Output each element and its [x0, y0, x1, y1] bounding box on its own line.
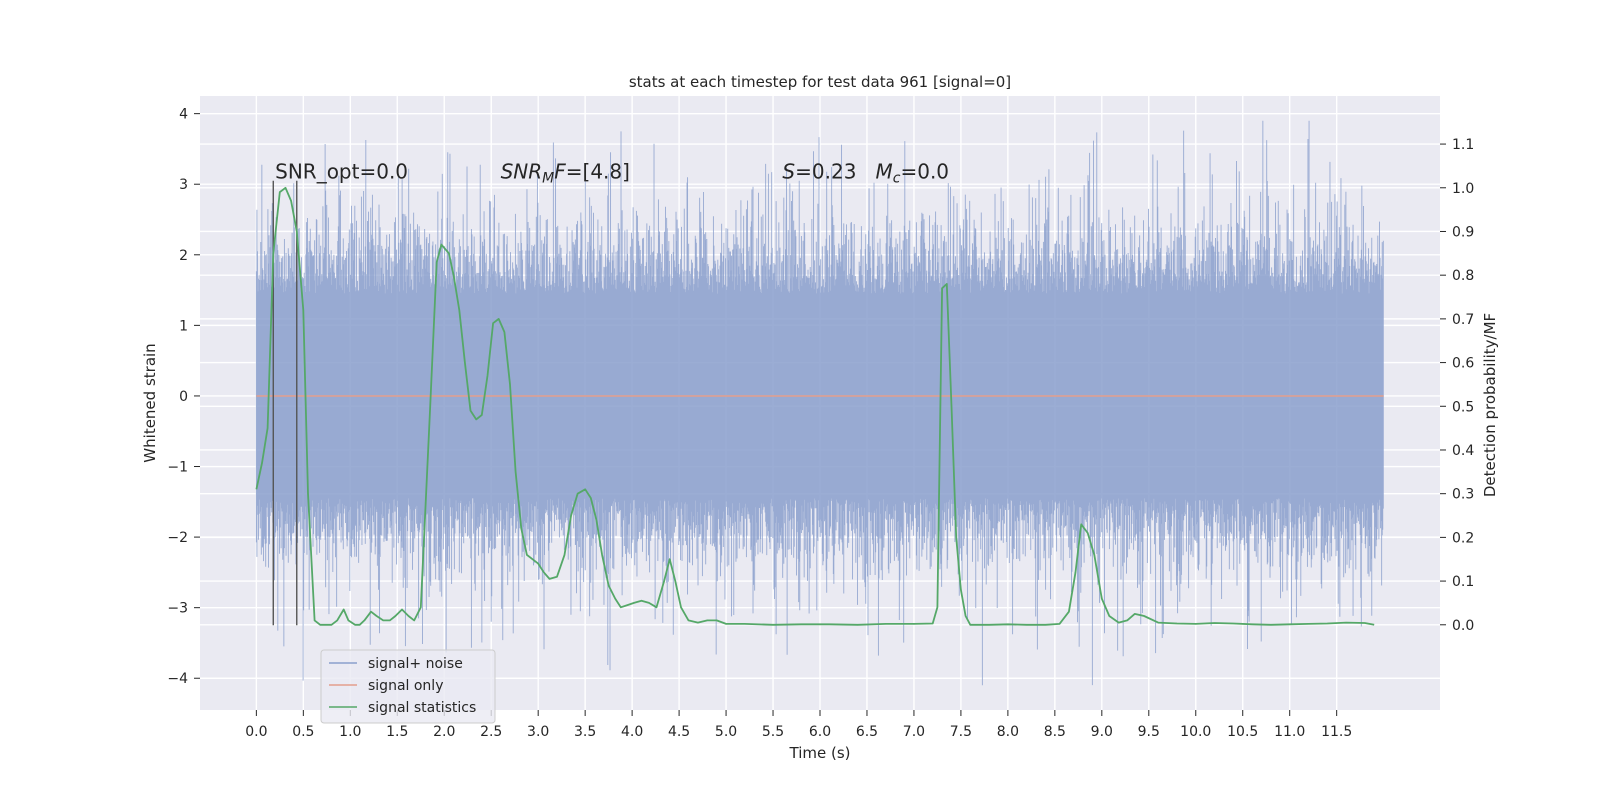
annotation-snr-mf: SNRMF=[4.8]: [501, 160, 630, 187]
tick-label-x: 2.0: [433, 724, 455, 740]
tick-label-y-left: −3: [167, 601, 188, 617]
tick-label-x: 2.5: [480, 724, 502, 740]
legend-label-signal-statistics: signal statistics: [368, 700, 476, 716]
tick-label-x: 1.0: [339, 724, 361, 740]
x-axis-label: Time (s): [789, 744, 851, 762]
legend-label-signal-plus-noise: signal+ noise: [368, 656, 463, 672]
tick-label-x: 6.5: [856, 724, 878, 740]
tick-label-x: 4.5: [668, 724, 690, 740]
tick-label-x: 10.0: [1180, 724, 1211, 740]
tick-label-y-right: 1.1: [1452, 137, 1474, 153]
tick-label-x: 6.0: [809, 724, 831, 740]
signal-statistics-line: [255, 186, 1375, 626]
y-axis-left-ticks: 4 3 2 1 0 −1 −2 −3 −4: [167, 107, 200, 687]
tick-label-x: 7.0: [903, 724, 925, 740]
tick-label-y-left: 4: [179, 107, 188, 123]
tick-label-y-right: 0.9: [1452, 224, 1474, 240]
tick-label-y-left: −4: [167, 671, 188, 687]
tick-label-y-right: 0.3: [1452, 487, 1474, 503]
series-signal-statistics: [255, 186, 1375, 626]
tick-label-y-right: 1.0: [1452, 181, 1474, 197]
y-axis-right-ticks: 1.1 1.0 0.9 0.8 0.7 0.6 0.5 0.4 0.3 0.2 0.1 0.0: [1440, 137, 1474, 634]
tick-label-y-right: 0.5: [1452, 399, 1474, 415]
tick-label-x: 9.0: [1091, 724, 1113, 740]
tick-label-x: 0.0: [245, 724, 267, 740]
tick-label-y-right: 0.0: [1452, 618, 1474, 634]
tick-label-x: 9.5: [1138, 724, 1160, 740]
tick-label-x: 0.5: [292, 724, 314, 740]
tick-label-y-right: 0.7: [1452, 312, 1474, 328]
tick-label-x: 5.5: [762, 724, 784, 740]
annotation-snr-opt: SNR_opt=0.0: [275, 160, 408, 184]
tick-label-x: 5.0: [715, 724, 737, 740]
tick-label-y-right: 0.4: [1452, 443, 1474, 459]
tick-label-y-left: 0: [179, 389, 188, 405]
tick-label-y-left: 3: [179, 177, 188, 193]
tick-label-x: 1.5: [386, 724, 408, 740]
tick-label-x: 3.5: [574, 724, 596, 740]
tick-label-x: 7.5: [950, 724, 972, 740]
x-axis-ticks: 0.0 0.5 1.0 1.5 2.0 2.5 3.0 3.5 4.0 4.5 5.0 5.5 6.0 6…: [245, 710, 1352, 740]
annotation-s-mc: S=0.23 Mc=0.0: [782, 160, 949, 187]
tick-label-x: 4.0: [621, 724, 643, 740]
tick-label-x: 11.5: [1321, 724, 1352, 740]
tick-label-y-right: 0.8: [1452, 268, 1474, 284]
tick-label-y-right: 0.2: [1452, 530, 1474, 546]
tick-label-y-left: −2: [167, 530, 188, 546]
tick-label-y-left: −1: [167, 460, 188, 476]
chart-title: stats at each timestep for test data 961…: [629, 73, 1011, 91]
tick-label-x: 8.0: [997, 724, 1019, 740]
tick-label-x: 11.0: [1274, 724, 1305, 740]
y-axis-left-label: Whitened strain: [141, 343, 159, 462]
legend-box: [320, 649, 496, 724]
tick-label-y-left: 1: [179, 318, 188, 334]
tick-label-x: 10.5: [1227, 724, 1258, 740]
tick-label-y-left: 2: [179, 248, 188, 264]
series-signal-plus-noise: [255, 120, 1384, 686]
tick-label-x: 3.0: [527, 724, 549, 740]
tick-label-y-right: 0.6: [1452, 356, 1474, 372]
annotations: SNR_opt=0.0 SNRMF=[4.8] S=0.23 Mc=0.0: [275, 160, 949, 187]
legend: signal+ noise signal only signal statist…: [320, 649, 496, 724]
noise-trace: [255, 120, 1384, 686]
tick-label-y-right: 0.1: [1452, 574, 1474, 590]
legend-label-signal-only: signal only: [368, 678, 443, 694]
tick-label-x: 8.5: [1044, 724, 1066, 740]
y-axis-right-label: Detection probability/MF: [1481, 313, 1499, 497]
